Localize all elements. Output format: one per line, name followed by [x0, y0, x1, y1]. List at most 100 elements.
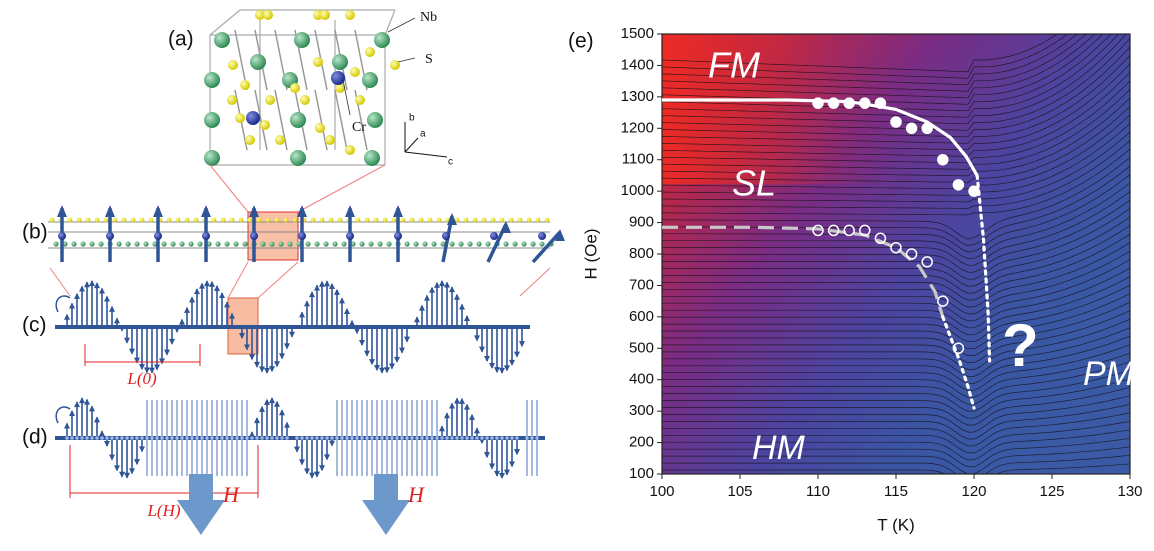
spin-head — [494, 471, 500, 477]
cr-atom — [320, 436, 324, 440]
cr-atom — [265, 436, 269, 440]
nb-atom — [404, 241, 409, 246]
spin-head — [134, 358, 140, 364]
spin-head — [379, 368, 385, 374]
nb-atom — [476, 241, 481, 246]
cr-atom — [140, 436, 144, 440]
cr-atom — [305, 436, 309, 440]
spin-head — [114, 317, 120, 323]
field-arrow — [362, 474, 410, 535]
spin-head — [399, 348, 405, 354]
cr-atom — [210, 436, 214, 440]
nb-atom — [224, 241, 229, 246]
nb-atom — [386, 241, 391, 246]
spin-head — [129, 349, 135, 355]
guide-line — [228, 262, 248, 298]
spin-head — [84, 281, 90, 287]
s-atom — [260, 120, 270, 130]
s-atom — [212, 218, 217, 223]
nb-atom — [214, 32, 230, 48]
soliton-lattice: L(H)HH — [55, 397, 545, 535]
spin-head — [519, 341, 525, 347]
spin-head — [109, 455, 115, 461]
spin-head — [444, 412, 450, 418]
cr-atom — [120, 436, 124, 440]
cr-atom — [370, 436, 374, 440]
spin-head — [304, 468, 310, 474]
spin-head — [434, 282, 440, 288]
spin-head — [304, 300, 310, 306]
s-atom — [149, 218, 154, 223]
nb-atom — [143, 241, 148, 246]
spin-head — [514, 449, 520, 455]
cr-atom — [90, 436, 94, 440]
pointer — [388, 18, 415, 32]
cr-atom — [325, 436, 329, 440]
spin-head — [269, 366, 275, 372]
nb-atom — [204, 112, 220, 128]
cr-atom — [425, 436, 429, 440]
s-atom — [263, 10, 273, 20]
s-atom — [355, 95, 365, 105]
spin-head — [484, 452, 490, 458]
nb-atom — [332, 54, 348, 70]
spin-head — [104, 295, 110, 301]
region-label: FM — [708, 45, 760, 86]
nb-atom — [368, 241, 373, 246]
nb-atom — [332, 241, 337, 246]
guide-line — [298, 165, 385, 212]
axis-arrow — [405, 152, 447, 157]
spin-head — [324, 280, 330, 286]
nb-atom — [269, 241, 274, 246]
nb-atom — [422, 241, 427, 246]
x-tick-label: 100 — [649, 483, 674, 500]
cr-atom — [125, 436, 129, 440]
s-atom — [131, 218, 136, 223]
spin-head — [289, 332, 295, 338]
chain — [48, 205, 565, 262]
spin-head — [279, 353, 285, 359]
s-atom — [345, 145, 355, 155]
y-tick-label: 600 — [629, 308, 654, 325]
spin-head — [329, 283, 335, 289]
spin-head — [424, 295, 430, 301]
panel-label: (b) — [22, 221, 48, 244]
spin-head — [359, 340, 365, 346]
y-tick-label: 1400 — [621, 56, 654, 73]
cr-atom — [415, 436, 419, 440]
spin-head — [164, 350, 170, 356]
spin-head — [274, 401, 280, 407]
cr-atom — [330, 436, 334, 440]
data-point — [813, 98, 823, 108]
cr-atom — [480, 436, 484, 440]
cr-atom — [260, 436, 264, 440]
spin-head — [264, 368, 270, 374]
spin-head — [104, 441, 110, 447]
nb-atom — [250, 54, 266, 70]
cr-atom — [175, 436, 179, 440]
nb-atom — [521, 241, 526, 246]
cr-atom — [360, 436, 364, 440]
y-tick-label: 200 — [629, 434, 654, 451]
spin-head — [329, 441, 335, 447]
cr-atom — [510, 436, 514, 440]
cr-atom — [185, 436, 189, 440]
helix: L(0) — [55, 280, 530, 388]
region-label: HM — [752, 429, 806, 467]
spin-head — [184, 307, 190, 313]
spin-head — [159, 358, 165, 364]
nb-atom — [367, 112, 383, 128]
spin-head — [299, 459, 305, 465]
cr-atom — [365, 436, 369, 440]
field-arrow — [177, 474, 225, 535]
s-atom — [356, 218, 361, 223]
spin-head — [464, 404, 470, 410]
atom-label: S — [425, 52, 433, 67]
nb-atom — [71, 241, 76, 246]
cr-atom — [230, 436, 234, 440]
spin-head — [454, 294, 460, 300]
s-atom — [320, 218, 325, 223]
s-atom — [50, 218, 55, 223]
cr-atom — [200, 436, 204, 440]
cr-atom — [202, 232, 210, 240]
